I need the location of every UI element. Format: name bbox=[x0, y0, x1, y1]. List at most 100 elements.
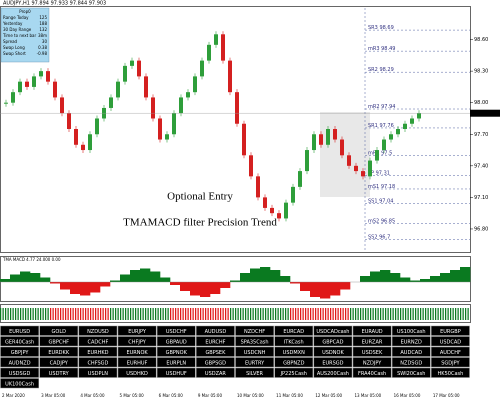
symbol-button[interactable]: SWI20Cash bbox=[391, 367, 431, 378]
info-key: 30 Day Range bbox=[3, 27, 32, 32]
symbol-button[interactable]: FRA40Cash bbox=[352, 367, 392, 378]
signal-stripe bbox=[232, 308, 234, 320]
symbol-button[interactable]: GBPCAD bbox=[313, 336, 353, 347]
button-label: ITKCash bbox=[284, 339, 304, 345]
symbol-button[interactable]: UK100Cash bbox=[0, 378, 39, 389]
symbol-button[interactable]: GOLD bbox=[39, 325, 79, 336]
button-label: CHFJPY bbox=[128, 339, 147, 345]
symbol-button[interactable]: EURTRY bbox=[235, 357, 274, 368]
date-label: 2 Mar 2020 bbox=[2, 393, 25, 398]
pivot-label: SR1 97.76 bbox=[368, 122, 394, 128]
symbol-button[interactable]: USDSGD bbox=[0, 367, 39, 378]
histogram-bar bbox=[380, 270, 391, 282]
pivot-name: mR3 bbox=[368, 46, 380, 52]
symbol-button[interactable]: JP225Cash bbox=[274, 367, 314, 378]
symbol-button[interactable]: GBPJPY bbox=[0, 346, 39, 357]
symbol-button[interactable]: EURCHF bbox=[196, 336, 235, 347]
symbol-button[interactable]: GBPNZD bbox=[274, 357, 314, 368]
button-face bbox=[0, 336, 39, 347]
symbol-button[interactable]: EURJPY bbox=[117, 325, 157, 336]
date-label: 12 Mar 05:00 bbox=[315, 393, 342, 398]
symbol-button[interactable]: EURUSD bbox=[0, 325, 39, 336]
button-label: GBPJPY bbox=[11, 350, 30, 356]
symbol-button[interactable]: EURAUD bbox=[352, 325, 392, 336]
button-label: USDPLN bbox=[88, 371, 108, 377]
symbol-button[interactable]: USDSEK bbox=[352, 346, 392, 357]
symbol-button[interactable]: US100Cash bbox=[391, 325, 431, 336]
signal-stripe bbox=[462, 308, 464, 320]
symbol-button[interactable]: CHFJPY bbox=[117, 336, 157, 347]
signal-stripe bbox=[10, 308, 12, 320]
symbol-button[interactable]: USDHKD bbox=[117, 367, 157, 378]
symbol-button[interactable]: USDCAD bbox=[431, 336, 470, 347]
symbol-button[interactable]: GBPSGD bbox=[196, 357, 235, 368]
symbol-button[interactable]: EURSGD bbox=[313, 357, 353, 368]
symbol-button[interactable]: EURDKK bbox=[39, 346, 79, 357]
symbol-button[interactable]: AUDCAD bbox=[391, 346, 431, 357]
button-label: EURCHF bbox=[205, 339, 225, 345]
symbol-button[interactable]: USDPLN bbox=[78, 367, 118, 378]
signal-stripe bbox=[15, 308, 17, 320]
symbol-button[interactable]: NZDJPY bbox=[352, 357, 392, 368]
symbol-button[interactable]: AUDCHF bbox=[431, 346, 470, 357]
symbol-button[interactable]: EURHUF bbox=[117, 357, 157, 368]
symbol-button[interactable]: GBPAUD bbox=[156, 336, 196, 347]
symbol-button[interactable]: USDCNH bbox=[235, 346, 274, 357]
signal-stripe bbox=[155, 308, 157, 320]
symbol-button[interactable]: EURPLN bbox=[156, 357, 196, 368]
symbol-button[interactable]: NZDUSD bbox=[78, 325, 118, 336]
symbol-button[interactable]: NZDCHF bbox=[235, 325, 274, 336]
symbol-button[interactable]: GER40Cash bbox=[0, 336, 39, 347]
symbol-button[interactable]: EURGBP bbox=[431, 325, 470, 336]
symbol-button[interactable]: GBPNOK bbox=[156, 346, 196, 357]
symbol-button[interactable]: ITKCash bbox=[274, 336, 314, 347]
button-face bbox=[313, 336, 353, 347]
symbol-button[interactable]: CHFSGD bbox=[78, 357, 118, 368]
symbol-button[interactable]: USDCHF bbox=[156, 325, 196, 336]
button-label: USDHKD bbox=[126, 371, 148, 377]
candle bbox=[389, 134, 393, 140]
symbol-button[interactable]: NZDSGD bbox=[391, 357, 431, 368]
signal-stripe bbox=[372, 308, 374, 320]
symbol-button[interactable]: AUDNZD bbox=[0, 357, 39, 368]
candle bbox=[172, 113, 176, 135]
button-label: EURNOK bbox=[126, 350, 148, 356]
signal-stripe bbox=[257, 308, 259, 320]
symbol-button[interactable]: GBPSEK bbox=[196, 346, 235, 357]
button-face bbox=[196, 367, 235, 378]
candle bbox=[165, 134, 169, 140]
signal-stripe bbox=[375, 308, 377, 320]
symbol-button[interactable]: HK50Cash bbox=[431, 367, 470, 378]
symbol-button[interactable]: CADCHF bbox=[78, 336, 118, 347]
symbol-button[interactable]: EURCAD bbox=[274, 325, 314, 336]
pivot-name: SR2 bbox=[368, 67, 378, 73]
symbol-button[interactable]: CADJPY bbox=[39, 357, 79, 368]
symbol-button[interactable]: USDTRY bbox=[39, 367, 79, 378]
symbol-button[interactable]: EURNZD bbox=[391, 336, 431, 347]
pivot-value: 97.94 bbox=[381, 104, 395, 110]
pivot-value: 97.76 bbox=[379, 122, 393, 128]
symbol-button[interactable]: USDMXN bbox=[274, 346, 314, 357]
symbol-button[interactable]: AUS200Cash bbox=[313, 367, 353, 378]
signal-stripe bbox=[17, 308, 19, 320]
symbol-button[interactable]: SILVER bbox=[235, 367, 274, 378]
symbol-button[interactable]: USDNOK bbox=[313, 346, 353, 357]
symbol-button[interactable]: USDHUF bbox=[156, 367, 196, 378]
histogram-bar bbox=[210, 282, 221, 294]
symbol-button[interactable]: EURNOK bbox=[117, 346, 157, 357]
symbol-button[interactable]: SPA35Cash bbox=[235, 336, 274, 347]
symbol-button[interactable]: EURZAR bbox=[352, 336, 392, 347]
symbol-button[interactable]: USDCADcash bbox=[313, 325, 353, 336]
symbol-button[interactable]: AUDUSD bbox=[196, 325, 235, 336]
info-key: Spread bbox=[3, 39, 18, 44]
signal-stripe bbox=[67, 308, 69, 320]
symbol-button[interactable]: SGDJPY bbox=[431, 357, 470, 368]
signal-stripe bbox=[117, 308, 119, 320]
symbol-button[interactable]: EURHKD bbox=[78, 346, 118, 357]
symbol-button[interactable]: USDZAR bbox=[196, 367, 235, 378]
info-value: 188 bbox=[39, 21, 47, 26]
histogram-bar bbox=[140, 268, 151, 282]
signal-stripe bbox=[465, 308, 467, 320]
symbol-button[interactable]: GBPCHF bbox=[39, 336, 79, 347]
button-label: EURAUD bbox=[362, 329, 383, 335]
